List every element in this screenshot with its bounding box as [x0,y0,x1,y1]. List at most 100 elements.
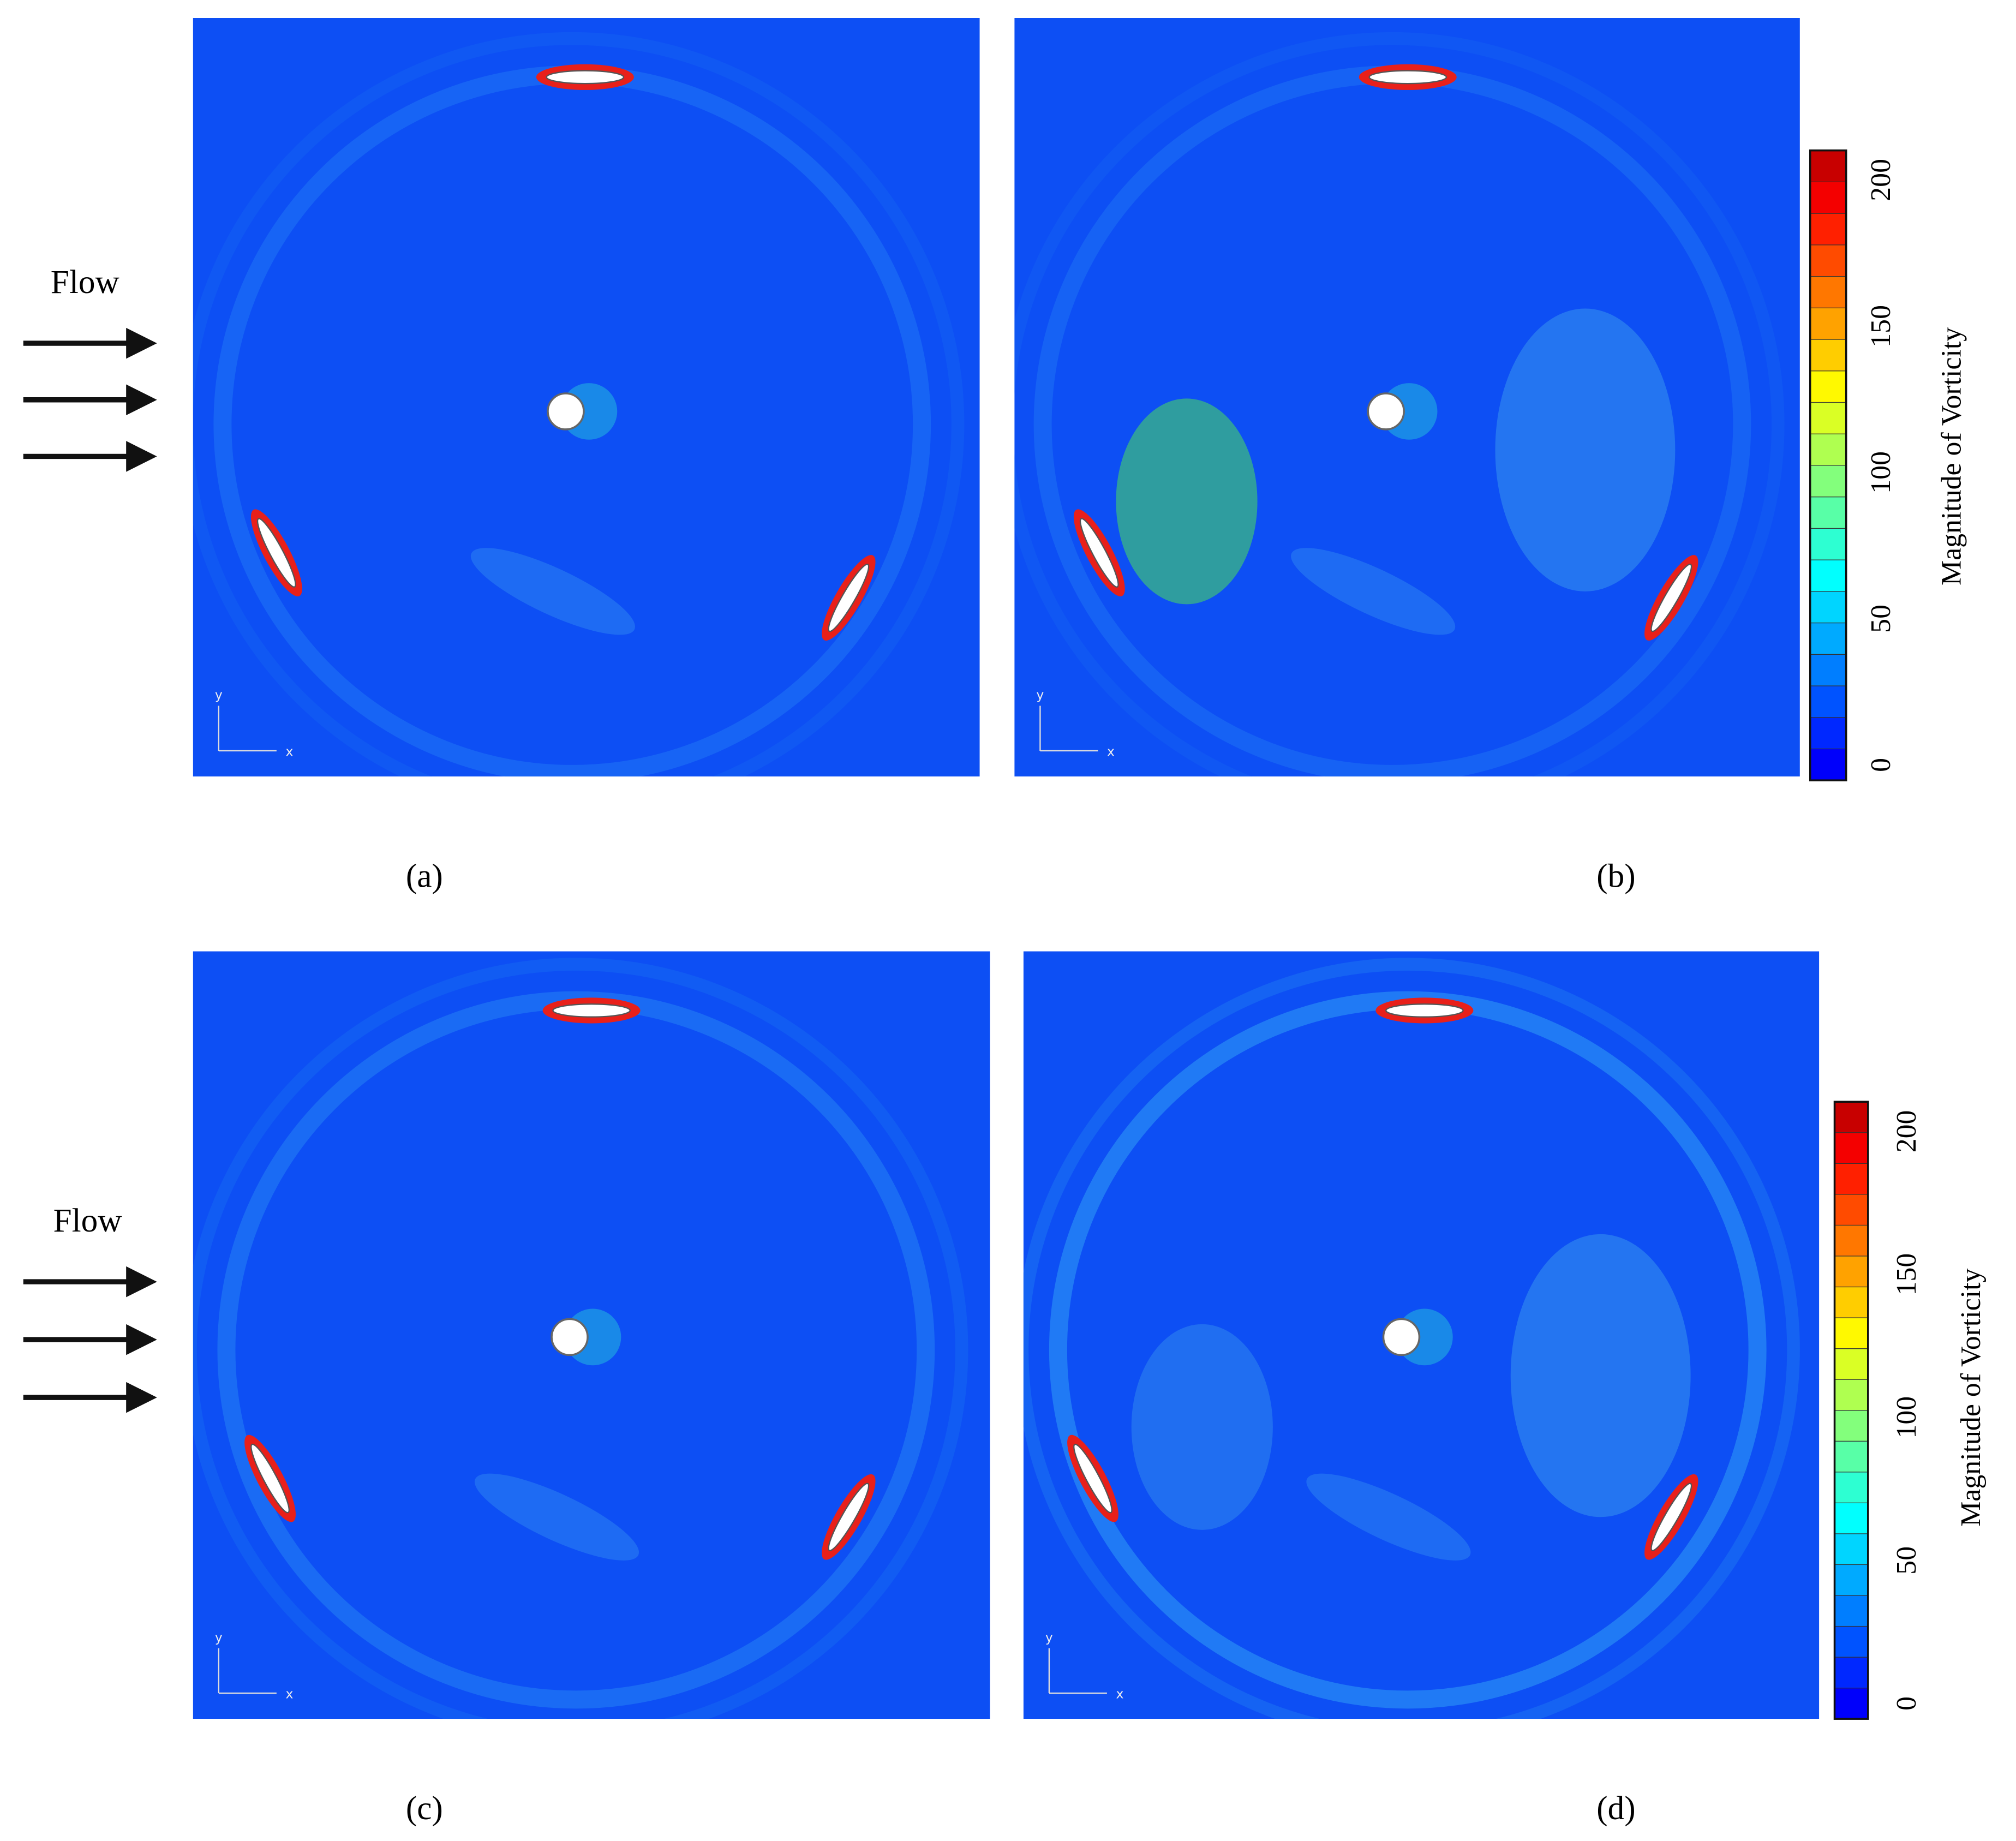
colorbar-band [1810,213,1847,246]
axis-glyph-label: y [1045,1630,1053,1645]
vortex-region [1495,308,1676,591]
colorbar-band [1810,465,1847,498]
colorbar-frame [1809,149,1847,781]
colorbar-band [1834,1657,1869,1689]
colorbar-band [1810,433,1847,466]
flow-annotation: Flow [23,1202,157,1413]
contour-panel [193,951,990,1719]
colorbar-band [1810,370,1847,403]
colorbar-tick-label: 200 [1865,159,1897,201]
colorbar-band [1834,1502,1869,1534]
colorbar-band [1834,1163,1869,1195]
colorbar-tick-label: 150 [1891,1253,1922,1296]
colorbar-band [1810,339,1847,372]
blade [1650,563,1692,632]
colorbar-band [1834,1625,1869,1658]
wake-region [470,548,635,635]
flow-label: Flow [51,264,119,301]
colorbar-band [1834,1440,1869,1473]
colorbar-band [1810,276,1847,308]
blade [552,1003,631,1018]
hub [1382,1318,1421,1356]
wake-ring [1023,958,1800,1719]
hub [551,1318,589,1356]
colorbar-band [1834,1379,1869,1411]
blade [1073,1443,1112,1514]
colorbar-band [1834,1286,1869,1318]
colorbar-band [1810,717,1847,750]
blade [1650,1483,1692,1551]
axis-glyph-label: y [215,1630,223,1645]
blade [250,1443,290,1514]
colorbar-band [1810,497,1847,529]
blade [1385,1003,1464,1018]
colorbar [1833,1101,1869,1720]
hub [1367,392,1405,431]
wake-ring [193,958,968,1719]
contour-panel [1014,17,1800,777]
colorbar [1809,149,1847,781]
blade [256,518,296,588]
colorbar-tick-label: 100 [1865,451,1897,494]
vortex-region [1131,1324,1273,1530]
axis-glyph-label: x [285,1686,293,1701]
colorbar-band [1834,1348,1869,1380]
blade [828,1483,870,1551]
wake-region [1291,548,1456,635]
colorbar-band [1834,1595,1869,1627]
colorbar-title: Magnitude of Vorticity [1936,327,1967,585]
colorbar-band [1810,559,1847,592]
colorbar-tick-label: 0 [1891,1696,1922,1711]
blade [828,563,870,632]
colorbar-band [1810,748,1847,781]
hub [547,392,585,431]
wake-region [474,1473,639,1561]
colorbar-tick-label: 150 [1865,305,1897,348]
flow-label: Flow [53,1202,122,1239]
colorbar-band [1810,685,1847,718]
colorbar-band [1834,1688,1869,1719]
colorbar-band [1834,1317,1869,1349]
axis-glyph-label: x [285,744,293,759]
colorbar-band [1810,654,1847,686]
vortex-region [1510,1234,1691,1517]
panel-label: (c) [406,1790,443,1827]
axis-glyph-label: y [1036,688,1044,703]
colorbar-tick-label: 0 [1865,758,1897,772]
colorbar-frame [1833,1101,1869,1720]
flow-annotation: Flow [23,264,157,472]
colorbar-tick-label: 50 [1891,1546,1922,1575]
colorbar-tick-label: 100 [1891,1396,1922,1439]
colorbar-tick-label: 200 [1891,1110,1922,1153]
blade [1079,518,1119,588]
colorbar-band [1810,244,1847,277]
axis-glyph-label: y [215,688,223,703]
wake-ring [1014,32,1785,777]
colorbar-band [1810,402,1847,434]
colorbar-title: Magnitude of Vorticity [1955,1268,1987,1526]
colorbar-band [1834,1194,1869,1226]
colorbar-band [1834,1410,1869,1442]
panel-label: (a) [406,858,443,895]
contour-panel [1023,951,1820,1719]
axis-glyph-label: x [1116,1686,1124,1701]
colorbar-band [1834,1132,1869,1164]
colorbar-band [1834,1224,1869,1257]
colorbar-band [1834,1472,1869,1503]
colorbar-band [1834,1256,1869,1288]
colorbar-band [1810,622,1847,655]
vortex-region [1116,398,1258,605]
colorbar-band [1810,591,1847,624]
colorbar-band [1834,1564,1869,1596]
colorbar-band [1834,1533,1869,1565]
contour-panel [193,17,980,777]
colorbar-band [1810,528,1847,560]
colorbar-band [1810,307,1847,340]
blade [1368,70,1447,85]
panel-label: (d) [1596,1790,1635,1827]
colorbar-band [1810,181,1847,214]
panel-label: (b) [1596,858,1635,895]
wake-ring [193,32,965,777]
